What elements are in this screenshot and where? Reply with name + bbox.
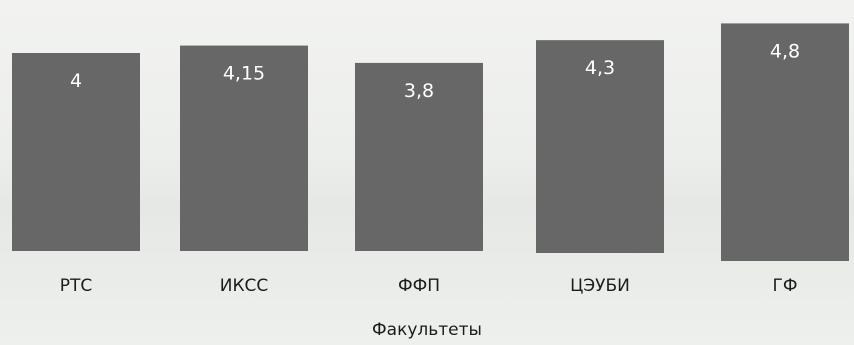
value-labels-group: 4 4,15 3,8 4,3 4,8 [70, 40, 800, 102]
bar-1 [12, 53, 140, 251]
bar-5 [721, 23, 849, 262]
category-label-5: ГФ [772, 276, 797, 296]
value-label-4: 4,3 [585, 57, 615, 79]
value-label-5: 4,8 [770, 40, 800, 62]
bar-3 [355, 62, 483, 252]
bars-group [12, 23, 849, 262]
category-label-1: РТС [60, 276, 93, 296]
bar-2 [180, 45, 308, 252]
value-label-3: 3,8 [404, 80, 434, 102]
value-label-1: 4 [70, 70, 82, 92]
x-axis-label: Факультеты [372, 320, 482, 340]
category-label-4: ЦЭУБИ [570, 276, 630, 296]
bar-4 [536, 40, 664, 254]
category-label-3: ФФП [398, 276, 440, 296]
category-label-2: ИКСС [220, 276, 269, 296]
category-labels-group: РТС ИКСС ФФП ЦЭУБИ ГФ [60, 276, 798, 296]
value-label-2: 4,15 [223, 63, 265, 85]
